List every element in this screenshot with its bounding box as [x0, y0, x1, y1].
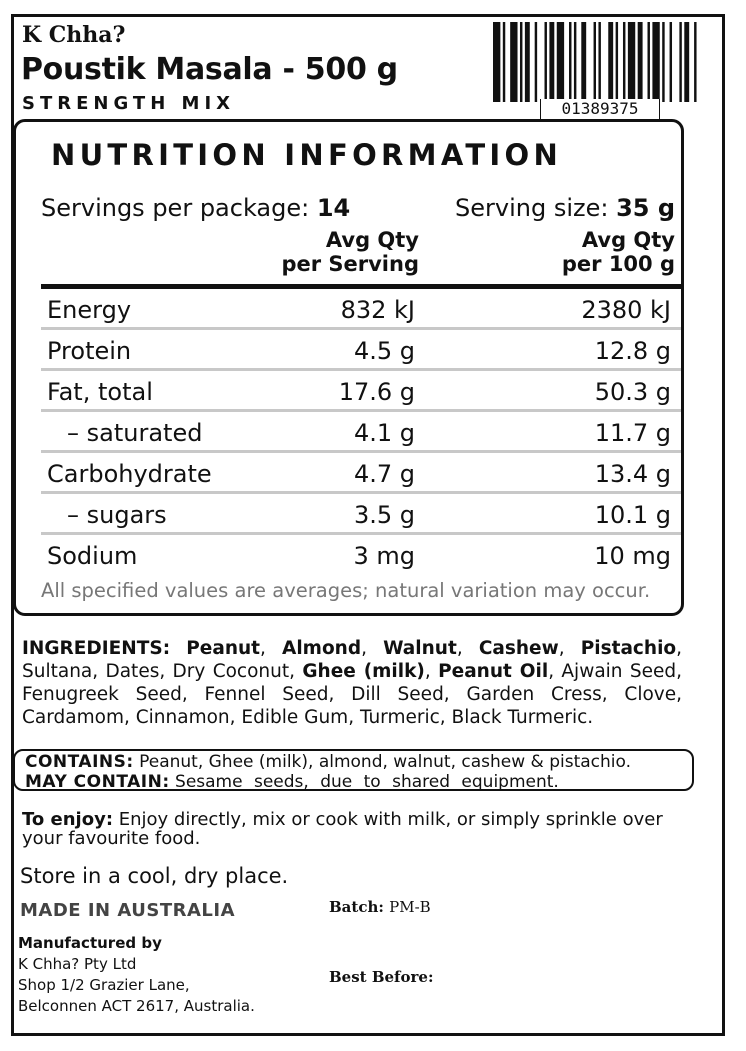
nutrition-title: NUTRITION INFORMATION: [51, 138, 563, 172]
barcode-icon: [493, 22, 697, 102]
ingredients-text: Peanut, Almond, Walnut, Cashew, Pistachi…: [22, 638, 682, 728]
manufacturer-info: Manufactured by K Chha? Pty Ltd Shop 1/2…: [18, 934, 255, 1015]
table-row: Fat, total 17.6 g 50.3 g: [41, 371, 681, 412]
table-row: Carbohydrate 4.7 g 13.4 g: [41, 453, 681, 494]
ingredient-text: ,: [456, 638, 479, 659]
table-row: Energy 832 kJ 2380 kJ: [41, 289, 681, 330]
product-subtitle: STRENGTH MIX: [22, 93, 236, 114]
allergen-ingredient: Peanut Oil: [438, 661, 549, 682]
column-header-per-serving: Avg Qty per Serving: [281, 228, 419, 276]
column-header-per-100g: Avg Qty per 100 g: [561, 228, 675, 276]
batch-code: Batch: PM-B: [329, 898, 431, 916]
product-label: [11, 14, 725, 1036]
allergen-ingredient: Ghee (milk): [302, 661, 425, 682]
allergen-ingredient: Pistachio: [580, 638, 677, 659]
contains-line: CONTAINS: Peanut, Ghee (milk), almond, w…: [25, 752, 631, 772]
ingredient-text: , Sultana, Dates, Dry Coconut,: [22, 638, 683, 682]
may-contain-line: MAY CONTAIN: Sesame seeds, due to shared…: [25, 772, 559, 792]
brand-name: K Chha?: [22, 22, 126, 48]
allergen-box: CONTAINS: Peanut, Ghee (milk), almond, w…: [13, 749, 694, 792]
nutrition-table: Energy 832 kJ 2380 kJ Protein 4.5 g 12.8 g F…: [41, 289, 681, 576]
allergen-ingredient: Walnut: [383, 638, 457, 659]
ingredients-label: INGREDIENTS:: [22, 638, 171, 659]
ingredient-text: ,: [424, 661, 439, 682]
allergen-ingredient: Almond: [282, 638, 362, 659]
servings-per-package: Servings per package: 14: [41, 194, 351, 222]
table-row: Sodium 3 mg 10 mg: [47, 542, 671, 570]
storage-instructions: Store in a cool, dry place.: [20, 864, 289, 888]
ingredient-text: ,: [361, 638, 384, 659]
table-row: – saturated 4.1 g 11.7 g: [41, 412, 681, 453]
country-of-origin: MADE IN AUSTRALIA: [20, 900, 235, 921]
table-header-rule: [41, 284, 681, 289]
nutrition-footnote: All specified values are averages; natur…: [41, 579, 651, 602]
enjoy-instructions: To enjoy: Enjoy directly, mix or cook wi…: [22, 809, 663, 849]
barcode-number: 01389375: [540, 99, 660, 121]
table-row: – sugars 3.5 g 10.1 g: [41, 494, 681, 535]
serving-size: Serving size: 35 g: [455, 194, 675, 222]
best-before: Best Before:: [329, 968, 434, 986]
ingredient-text: , Ajwain Seed, Fenugreek Seed, Fennel Se…: [22, 661, 683, 728]
ingredients-list: INGREDIENTS: Peanut, Almond, Walnut, Cas…: [22, 637, 682, 729]
allergen-ingredient: Cashew: [478, 638, 559, 659]
product-title: Poustik Masala - 500 g: [21, 52, 398, 87]
ingredient-text: ,: [558, 638, 581, 659]
nutrition-panel: NUTRITION INFORMATION Servings per packa…: [13, 119, 684, 616]
ingredient-text: ,: [260, 638, 283, 659]
allergen-ingredient: Peanut: [186, 638, 261, 659]
table-row: Protein 4.5 g 12.8 g: [41, 330, 681, 371]
